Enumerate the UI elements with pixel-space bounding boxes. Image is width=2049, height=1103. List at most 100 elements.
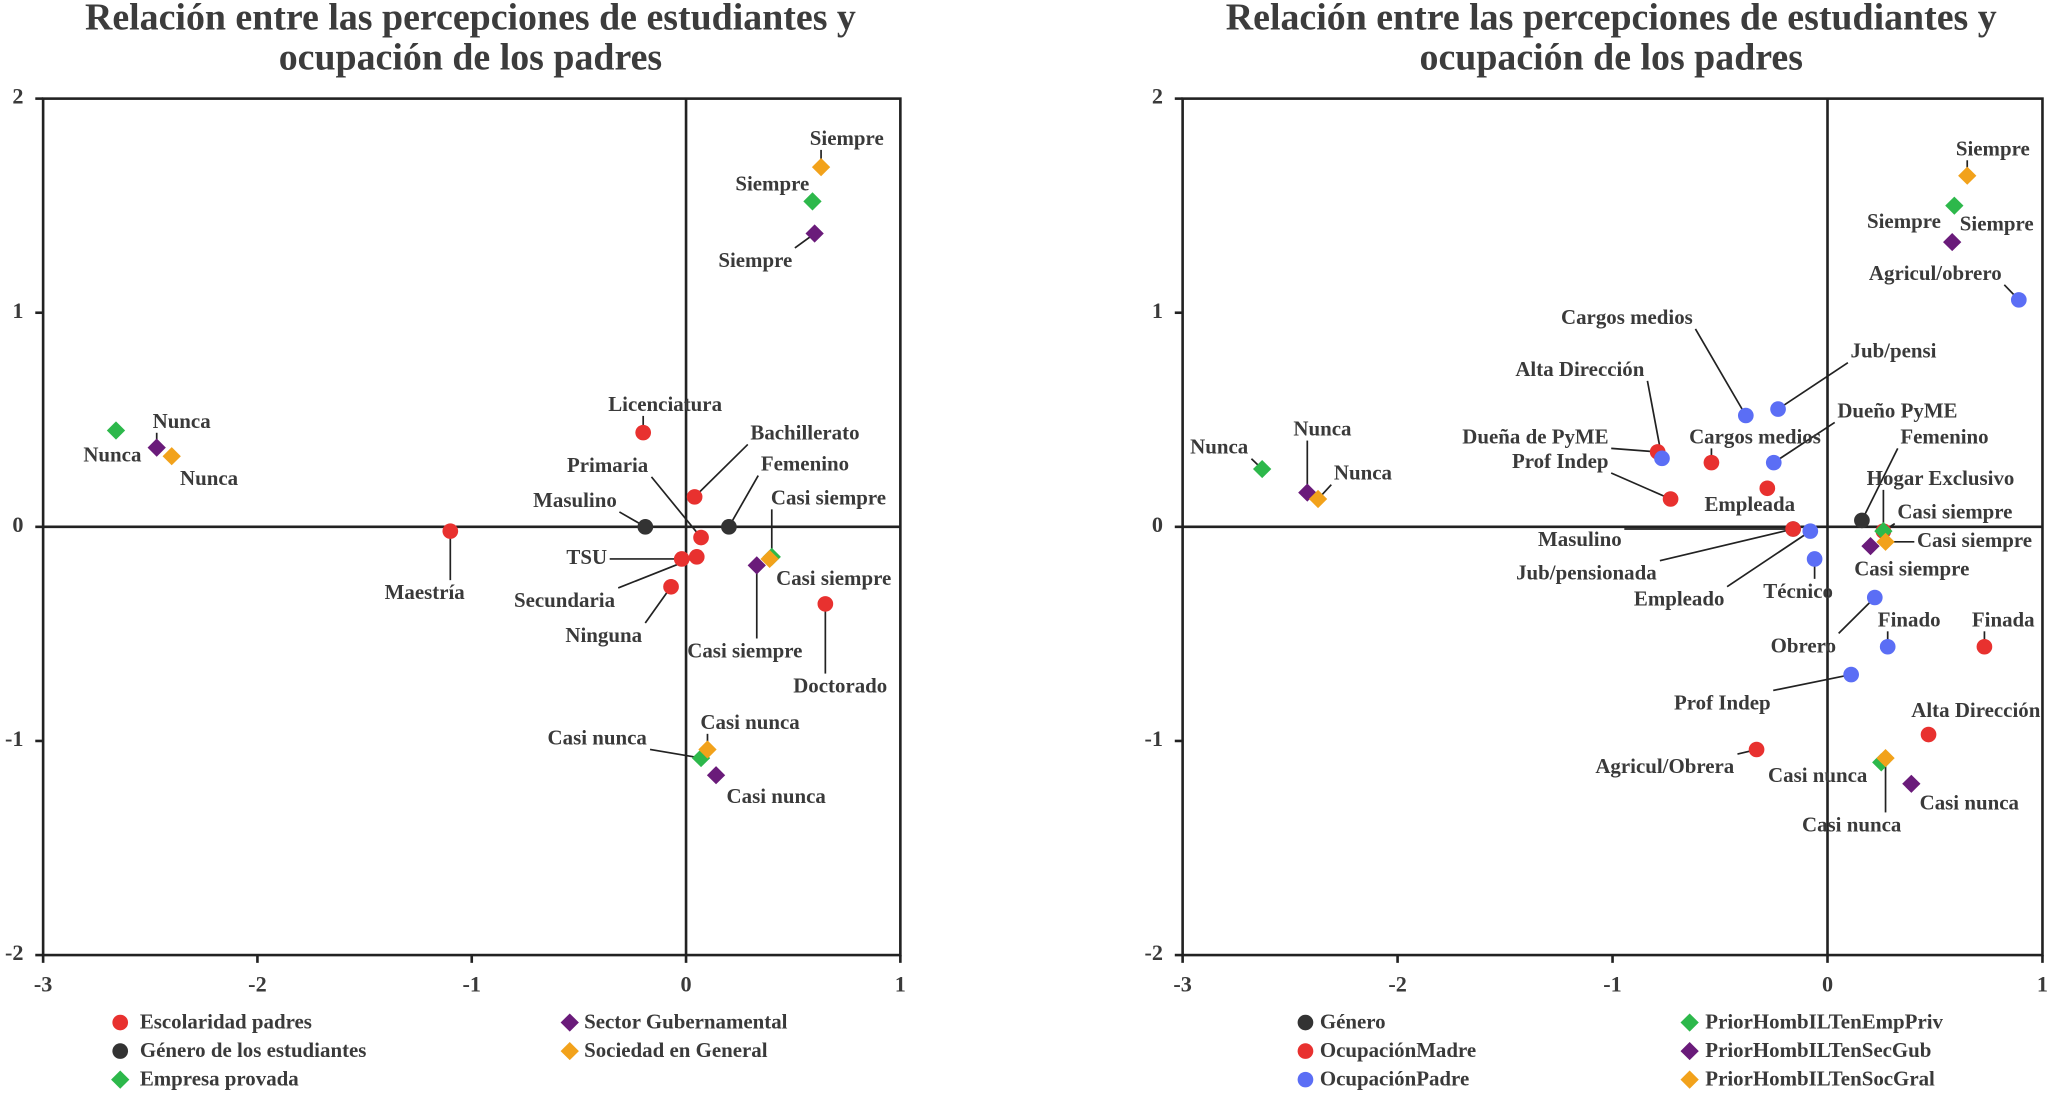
point-label: Siempre	[1960, 212, 2034, 236]
legend-label: Sociedad en General	[584, 1038, 768, 1062]
legend-swatch	[112, 1014, 129, 1031]
point-label: Ninguna	[565, 623, 642, 647]
leader-line	[1777, 362, 1849, 410]
legend-swatch	[560, 1013, 579, 1032]
point-label: Casi siempre	[1854, 557, 1969, 581]
x-tick-label: -1	[1603, 971, 1622, 996]
point	[1802, 523, 1819, 539]
y-tick-label: 0	[12, 512, 23, 537]
point-label: Hogar Exclusivo	[1867, 466, 2015, 490]
y-tick-label: 2	[12, 84, 23, 109]
point-label: Nunca	[153, 409, 212, 433]
x-tick-label: 1	[895, 971, 906, 996]
point	[1976, 638, 1993, 655]
point-label: Alta Dirección	[1515, 357, 1644, 381]
legend-swatch	[1680, 1013, 1699, 1032]
point	[688, 549, 705, 565]
legend-swatch	[111, 1070, 130, 1089]
point	[2010, 292, 2027, 308]
point-label: Casi nunca	[700, 710, 800, 734]
legend-label: OcupaciónPadre	[1320, 1067, 1469, 1091]
point-label: Prof Indep	[1674, 690, 1771, 714]
legend-label: Empresa provada	[140, 1067, 299, 1091]
point-label: Dueña de PyME	[1462, 424, 1608, 448]
point-label: Finado	[1878, 607, 1941, 631]
point	[706, 766, 726, 785]
legend-swatch	[1680, 1042, 1699, 1061]
point	[106, 421, 126, 440]
point-label: Femenino	[761, 452, 849, 476]
point	[1253, 459, 1272, 479]
leader-line	[650, 476, 702, 539]
legend-label: Género	[1320, 1010, 1386, 1034]
legend-swatch	[1297, 1071, 1314, 1088]
y-tick-label: -1	[5, 726, 24, 751]
point-label: TSU	[566, 545, 607, 569]
point	[1876, 749, 1895, 768]
point	[1765, 454, 1782, 471]
point-label: Casi nunca	[1802, 812, 1902, 836]
point-label: Primaria	[567, 453, 649, 477]
point-label: Maestría	[385, 580, 466, 604]
point	[162, 447, 181, 466]
legend-swatch	[112, 1043, 129, 1059]
point	[1662, 491, 1679, 507]
point	[1854, 512, 1870, 529]
point	[1943, 232, 1962, 252]
point	[1866, 589, 1883, 606]
leader-line	[1773, 673, 1852, 692]
point-label: Doctorado	[793, 674, 887, 698]
x-tick-label: -3	[1173, 971, 1192, 996]
point	[1770, 401, 1786, 417]
point-label: Nunca	[1190, 435, 1249, 459]
point-label: Nunca	[83, 443, 142, 467]
point-label: Dueño PyME	[1837, 398, 1957, 422]
point-label: Casi nunca	[1920, 790, 2020, 814]
point	[1308, 489, 1328, 509]
points	[106, 158, 834, 785]
point-label: Jub/pensionada	[1516, 561, 1657, 585]
legend-label: PriorHombILTenEmpPriv	[1705, 1010, 1943, 1034]
point-label: Alta Dirección	[1911, 698, 2040, 722]
y-tick-label: 2	[1152, 84, 1163, 109]
point	[1785, 521, 1801, 537]
labels: Masulino Femenino Dueña de PyME Cargos medi…	[1190, 136, 2041, 836]
point-label: Cargos medios	[1689, 424, 1821, 448]
point-label: Empleada	[1704, 492, 1795, 516]
labels: Licenciatura Maestría Bachillerato Primaria…	[83, 126, 891, 808]
leader-line	[1659, 528, 1794, 562]
chart-title: Relación entre las percepciones de estud…	[85, 0, 856, 38]
leader-line	[1694, 328, 1747, 416]
point	[1876, 532, 1895, 551]
point	[1806, 551, 1823, 567]
x-tick-label: -3	[34, 971, 53, 996]
point	[721, 519, 737, 535]
point-label: Casi siempre	[1897, 500, 2012, 524]
legend-label: Sector Gubernamental	[584, 1010, 788, 1034]
x-tick-label: -2	[1388, 971, 1407, 996]
x-tick-label: -2	[248, 971, 267, 996]
point	[1879, 638, 1896, 655]
point-label: Finada	[1972, 607, 2035, 631]
point-label: Casi nunca	[727, 784, 827, 808]
point	[635, 424, 652, 441]
point	[1748, 741, 1765, 758]
point-label: Siempre	[1956, 136, 2030, 160]
point	[803, 192, 822, 211]
chart-title: Relación entre las percepciones de estud…	[1226, 0, 1997, 38]
point-label: Casi nunca	[1768, 763, 1868, 787]
chart-title: ocupación de los padres	[1420, 37, 1803, 79]
point-label: Masulino	[1538, 527, 1622, 551]
legend-label: PriorHombILTenSocGral	[1705, 1067, 1935, 1091]
legend-swatch	[1680, 1070, 1699, 1089]
point-label: Prof Indep	[1512, 449, 1609, 473]
point-label: Siempre	[810, 126, 884, 150]
point	[1958, 166, 1977, 185]
y-tick-label: -1	[1145, 726, 1164, 751]
point-label: Obrero	[1771, 633, 1836, 657]
legend-label: Género de los estudiantes	[140, 1038, 367, 1062]
x-tick-label: 0	[1822, 971, 1833, 996]
point-label: Cargos medios	[1561, 305, 1693, 329]
point-label: Casi siempre	[771, 485, 886, 509]
